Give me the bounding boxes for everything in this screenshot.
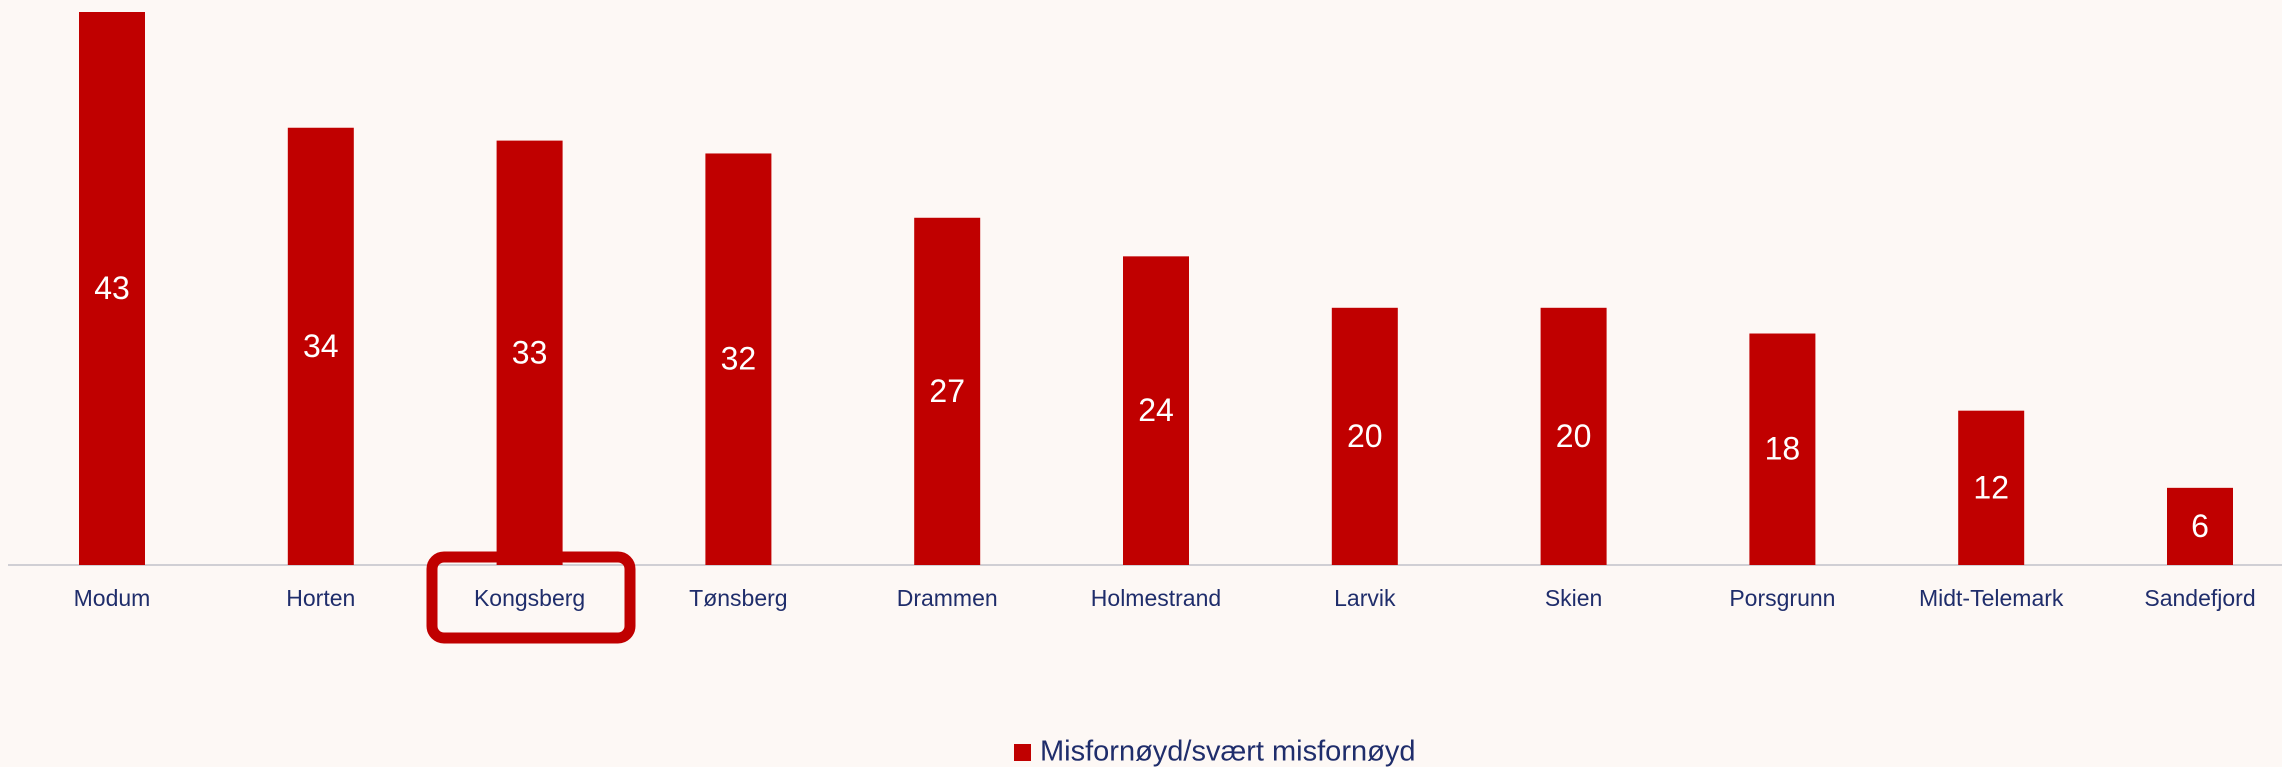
bar — [705, 153, 772, 565]
bar — [2167, 487, 2233, 565]
x-tick-label: Tønsberg — [689, 585, 787, 611]
bars: Modum 43 Horten 34 Kongsberg 33 Tønsberg 32 Dram… — [74, 12, 2256, 611]
x-tick-label: Midt-Telemark — [1919, 585, 2064, 611]
data-label: 6 — [2191, 508, 2209, 544]
x-tick-label: Horten — [286, 585, 355, 611]
bar — [914, 217, 981, 565]
data-label: 24 — [1138, 392, 1174, 428]
data-label: 20 — [1347, 418, 1383, 454]
bar — [79, 12, 145, 565]
data-label: 43 — [94, 270, 130, 306]
bar — [1540, 307, 1607, 565]
bar — [496, 140, 563, 565]
x-tick-label: Holmestrand — [1091, 585, 1221, 611]
data-label: 34 — [303, 328, 339, 364]
data-label: 12 — [1973, 469, 2009, 505]
data-label: 18 — [1765, 431, 1801, 467]
data-label: 20 — [1556, 418, 1592, 454]
data-label: 33 — [512, 334, 548, 370]
x-tick-label: Porsgrunn — [1729, 585, 1835, 611]
x-tick-label: Modum — [74, 585, 151, 611]
bar — [287, 127, 354, 565]
x-tick-label: Sandefjord — [2144, 585, 2255, 611]
data-label: 27 — [929, 373, 965, 409]
bar — [1123, 256, 1189, 565]
data-label: 32 — [721, 341, 757, 377]
bar — [1958, 410, 2025, 565]
x-tick-label: Skien — [1545, 585, 1603, 611]
highlight-box — [426, 551, 636, 644]
x-tick-label: Drammen — [897, 585, 998, 611]
x-tick-label: Kongsberg — [474, 585, 585, 611]
bar — [1749, 333, 1816, 565]
legend-swatch — [1014, 744, 1031, 761]
legend-label: Misfornøyd/svært misfornøyd — [1040, 736, 1415, 767]
x-tick-label: Larvik — [1334, 585, 1396, 611]
bar — [1331, 307, 1398, 565]
